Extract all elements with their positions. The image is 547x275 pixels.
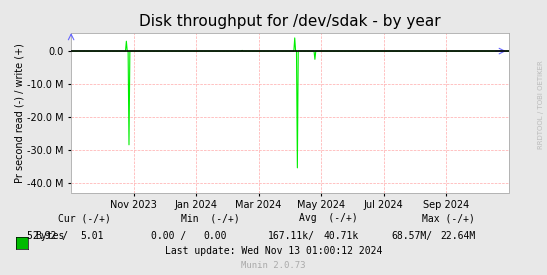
- Text: 68.57M/: 68.57M/: [391, 231, 432, 241]
- Text: 40.71k: 40.71k: [323, 231, 358, 241]
- Text: 22.64M: 22.64M: [441, 231, 476, 241]
- Text: 167.11k/: 167.11k/: [267, 231, 315, 241]
- Text: Avg  (-/+): Avg (-/+): [299, 213, 358, 223]
- Text: Last update: Wed Nov 13 01:00:12 2024: Last update: Wed Nov 13 01:00:12 2024: [165, 246, 382, 256]
- Text: 0.00: 0.00: [203, 231, 227, 241]
- Text: Cur (-/+): Cur (-/+): [59, 213, 111, 223]
- Text: 5.01: 5.01: [80, 231, 104, 241]
- Text: 52.92 /: 52.92 /: [27, 231, 68, 241]
- Text: Min  (-/+): Min (-/+): [181, 213, 240, 223]
- Text: Bytes: Bytes: [36, 231, 65, 241]
- Text: 0.00 /: 0.00 /: [151, 231, 186, 241]
- Title: Disk throughput for /dev/sdak - by year: Disk throughput for /dev/sdak - by year: [139, 14, 441, 29]
- Text: Max (-/+): Max (-/+): [422, 213, 475, 223]
- Y-axis label: Pr second read (-) / write (+): Pr second read (-) / write (+): [14, 43, 24, 183]
- Text: RRDTOOL / TOBI OETIKER: RRDTOOL / TOBI OETIKER: [538, 60, 544, 149]
- Text: Munin 2.0.73: Munin 2.0.73: [241, 261, 306, 270]
